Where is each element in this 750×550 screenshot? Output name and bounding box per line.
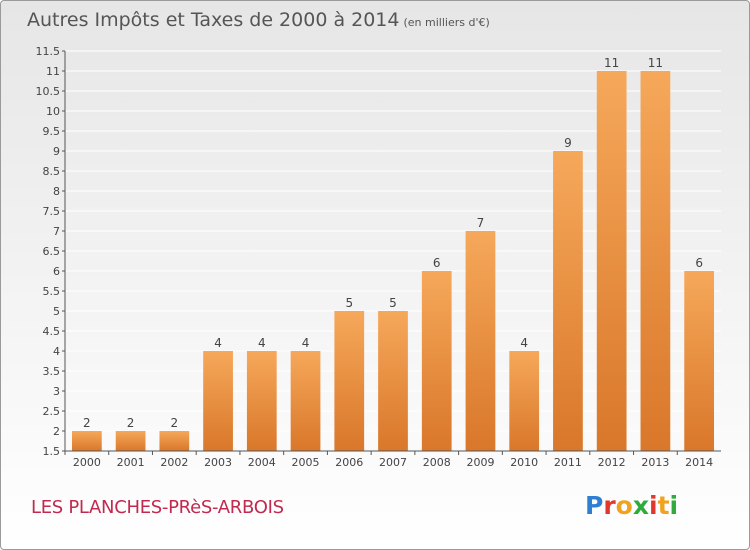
- bar: [290, 351, 321, 451]
- bar: [640, 71, 671, 451]
- logo-letter: t: [657, 491, 670, 520]
- y-tick-label: 3.5: [43, 365, 61, 378]
- y-tick-label: 4: [53, 345, 60, 358]
- y-tick-label: 10: [46, 105, 60, 118]
- bar-value-label: 4: [214, 336, 222, 350]
- x-tick-label: 2009: [466, 456, 494, 469]
- x-tick-label: 2012: [598, 456, 626, 469]
- logo-letter: i: [669, 491, 679, 520]
- y-tick-label: 1.5: [43, 445, 61, 458]
- bar: [71, 431, 102, 451]
- y-tick-label: 2: [53, 425, 60, 438]
- logo-letter: x: [632, 491, 649, 520]
- bar-value-label: 4: [302, 336, 310, 350]
- y-tick-label: 3: [53, 385, 60, 398]
- x-tick-label: 2000: [73, 456, 101, 469]
- x-tick-label: 2003: [204, 456, 232, 469]
- bar: [378, 311, 408, 451]
- y-tick-label: 10.5: [36, 85, 61, 98]
- y-tick-label: 6: [53, 265, 60, 278]
- y-tick-label: 8: [53, 185, 60, 198]
- y-tick-label: 4.5: [43, 325, 61, 338]
- bar-value-label: 2: [171, 416, 179, 430]
- y-tick-label: 7.5: [43, 205, 61, 218]
- bar-value-label: 11: [604, 56, 619, 70]
- bar: [684, 271, 715, 451]
- x-tick-label: 2011: [554, 456, 582, 469]
- y-tick-label: 11: [46, 65, 60, 78]
- y-tick-label: 2.5: [43, 405, 61, 418]
- chart-title: Autres Impôts et Taxes de 2000 à 2014 (en…: [27, 9, 490, 31]
- bar-value-label: 2: [83, 416, 91, 430]
- bar-value-label: 5: [345, 296, 353, 310]
- logo-letter: o: [615, 491, 633, 520]
- x-tick-label: 2010: [510, 456, 538, 469]
- bar: [465, 231, 496, 451]
- bar: [115, 431, 146, 451]
- bar-value-label: 6: [695, 256, 703, 270]
- chart-unit: (en milliers d'€): [403, 16, 490, 29]
- y-tick-label: 8.5: [43, 165, 61, 178]
- y-tick-label: 6.5: [43, 245, 61, 258]
- logo-letter: r: [603, 491, 616, 520]
- bar-value-label: 4: [520, 336, 528, 350]
- proxiti-logo: Proxiti: [585, 491, 678, 520]
- bar-value-label: 4: [258, 336, 266, 350]
- bar: [246, 351, 277, 451]
- bar: [203, 351, 233, 451]
- logo-letter: P: [585, 491, 604, 520]
- bar: [421, 271, 452, 451]
- bar-value-label: 11: [648, 56, 663, 70]
- bar-value-label: 9: [564, 136, 572, 150]
- x-tick-label: 2002: [160, 456, 188, 469]
- x-tick-label: 2006: [335, 456, 363, 469]
- y-tick-label: 9: [53, 145, 60, 158]
- bar: [334, 311, 365, 451]
- x-tick-label: 2008: [423, 456, 451, 469]
- bar-value-label: 2: [127, 416, 135, 430]
- x-tick-label: 2013: [641, 456, 669, 469]
- y-tick-label: 5: [53, 305, 60, 318]
- x-tick-label: 2005: [292, 456, 320, 469]
- chart-title-text: Autres Impôts et Taxes de 2000 à 2014: [27, 9, 400, 31]
- y-tick-label: 11.5: [36, 45, 61, 58]
- bar-value-label: 6: [433, 256, 441, 270]
- x-tick-label: 2001: [117, 456, 145, 469]
- bar-value-label: 5: [389, 296, 397, 310]
- x-tick-label: 2004: [248, 456, 276, 469]
- bar: [596, 71, 627, 451]
- bar: [509, 351, 540, 451]
- bar: [553, 151, 583, 451]
- bar: [159, 431, 190, 451]
- x-tick-label: 2007: [379, 456, 407, 469]
- y-tick-label: 5.5: [43, 285, 61, 298]
- y-tick-label: 7: [53, 225, 60, 238]
- y-tick-label: 9.5: [43, 125, 61, 138]
- commune-name: LES PLANCHES-PRèS-ARBOIS: [31, 497, 284, 518]
- logo-letter: i: [649, 491, 658, 520]
- x-tick-label: 2014: [685, 456, 713, 469]
- bar-value-label: 7: [477, 216, 485, 230]
